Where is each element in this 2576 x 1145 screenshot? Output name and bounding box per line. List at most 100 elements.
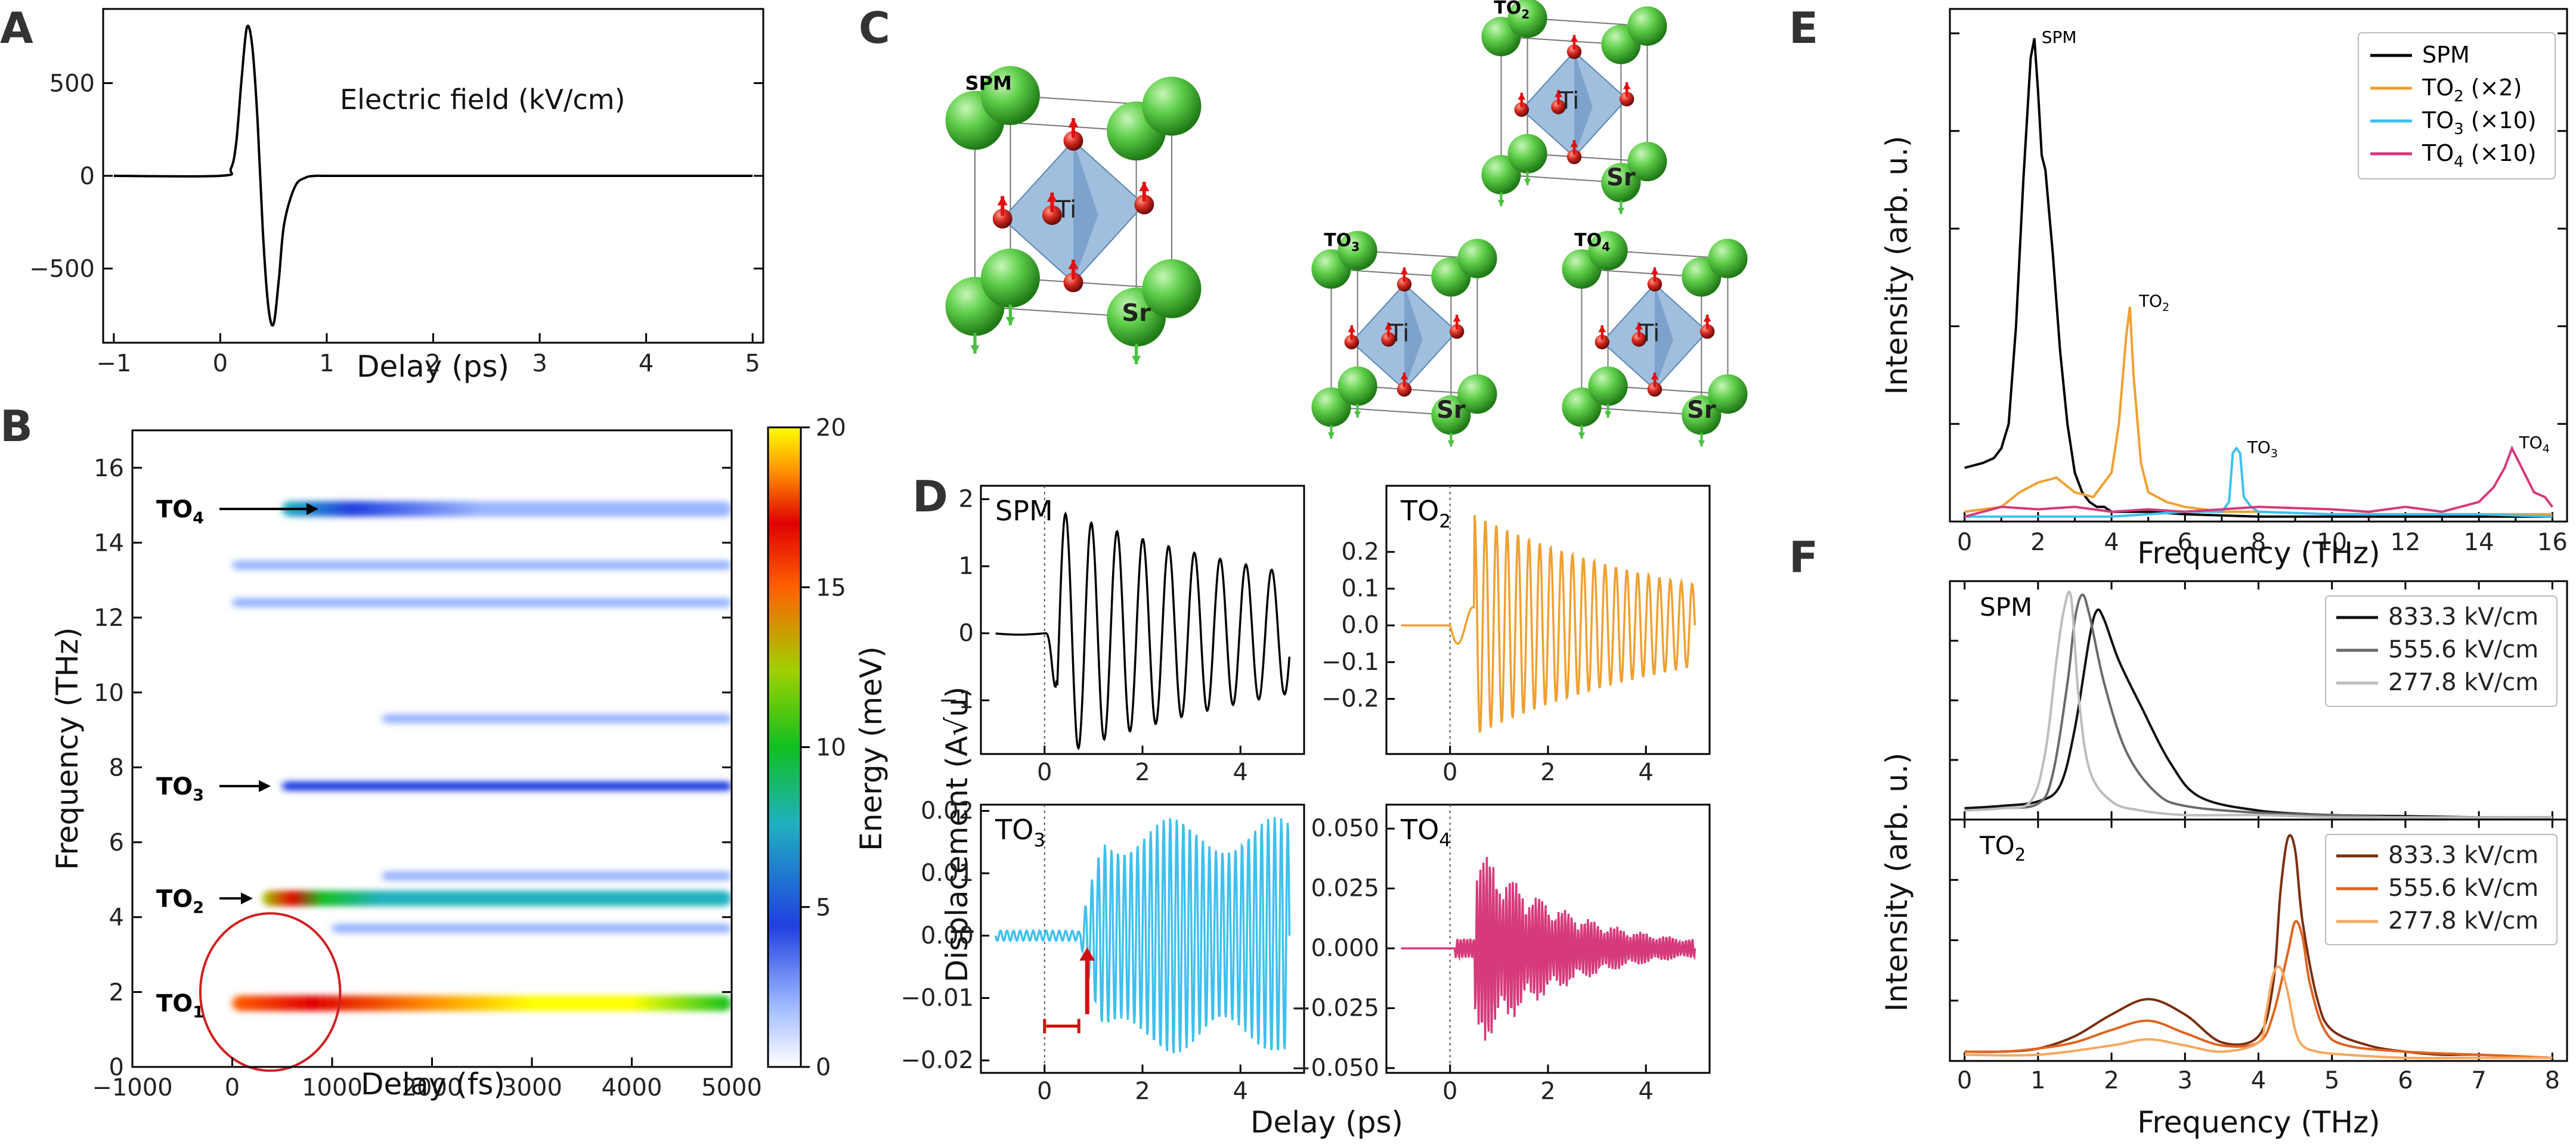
panel-d-subplot-2: 0 2 4 0.02 0.01 0.00 −0.01 −0.02 TO3 bbox=[900, 797, 1305, 1105]
panel-b-colorbar bbox=[767, 426, 802, 1068]
panel-letter-d: D bbox=[912, 471, 948, 522]
sr-displacement-arrow-head bbox=[1354, 411, 1361, 418]
panel-b-ytick-label: 10 bbox=[94, 679, 124, 707]
panel-f-subplot-title: SPM bbox=[1980, 592, 2032, 622]
o-atom bbox=[1551, 100, 1566, 114]
o-atom bbox=[1594, 334, 1610, 350]
panel-f-legend-label: 277.8 kV/cm bbox=[2388, 907, 2538, 935]
panel-e-peak-label: TO4 bbox=[2519, 433, 2550, 455]
sr-atom bbox=[1457, 374, 1497, 414]
panel-b-xtick-label: −1000 bbox=[92, 1074, 172, 1101]
panel-d-series-line bbox=[994, 817, 1291, 1054]
panel-d-xtick-label: 0 bbox=[1037, 759, 1052, 786]
o-atom bbox=[1063, 272, 1083, 293]
o-displacement-arrow-head bbox=[1570, 140, 1578, 147]
panel-a-ytick-label: 0 bbox=[80, 163, 95, 190]
panel-f-xtick-label: 2 bbox=[2104, 1067, 2119, 1094]
sr-atom bbox=[980, 249, 1040, 308]
panel-b-ytick-label: 14 bbox=[94, 529, 124, 557]
o-displacement-arrow-head bbox=[1651, 267, 1659, 275]
panel-b-band bbox=[232, 995, 732, 1011]
panel-b-band bbox=[232, 560, 732, 570]
panel-c-structures: Ti Sr SPM Ti Sr TO2 Ti Sr TO3 Ti Sr TO4 bbox=[945, 0, 1748, 447]
panel-b-mode-arrowhead bbox=[306, 502, 318, 515]
panel-e-series-line bbox=[1964, 306, 2553, 516]
panel-e-legend-label: TO2 (×2) bbox=[2422, 75, 2522, 105]
sr-displacement-arrow-head bbox=[1698, 440, 1705, 447]
panel-f-subplot-0: SPM 833.3 kV/cm 555.6 kV/cm 277.8 kV/cm bbox=[1949, 580, 2568, 821]
panel-e-peak-label: TO3 bbox=[2247, 437, 2278, 460]
o-atom bbox=[1449, 324, 1465, 339]
panel-d-ytick-label: 0.02 bbox=[921, 797, 974, 824]
panel-d-chart: Delay (ps) Displacement (A√u) 0 2 4 2 1 0 −1 SP… bbox=[900, 485, 1711, 1140]
panel-b-colorbar-tick-label: 0 bbox=[816, 1054, 831, 1081]
sr-atom bbox=[1601, 163, 1641, 203]
panel-a-annotation: Electric field (kV/cm) bbox=[340, 83, 626, 116]
panel-f-legend-label: 555.6 kV/cm bbox=[2388, 874, 2538, 902]
octahedron-shade bbox=[1073, 141, 1098, 283]
sr-displacement-arrow-head bbox=[1578, 432, 1586, 439]
sr-atom bbox=[1457, 238, 1497, 278]
sr-atom-label: Sr bbox=[1687, 396, 1716, 424]
o-displacement-arrow-head bbox=[1046, 192, 1057, 202]
panel-d-ytick-label: 0.00 bbox=[921, 922, 974, 949]
panel-f-legend-label: 833.3 kV/cm bbox=[2388, 842, 2538, 869]
o-atom bbox=[1063, 131, 1083, 151]
panel-e-legend-label: TO4 (×10) bbox=[2422, 140, 2537, 171]
panel-d-subplot-title: SPM bbox=[995, 495, 1053, 527]
panel-d-subplot-title: TO2 bbox=[1400, 495, 1451, 532]
panel-d-series-line bbox=[1401, 515, 1696, 733]
panel-d-ytick-label: 2 bbox=[959, 486, 974, 513]
panel-b-mode-label: TO4 bbox=[156, 496, 204, 527]
panel-f-subplot-1: 0 1 2 3 4 5 6 7 8 TO2 833.3 kV/cm 555.6 kV/cm 277.8 … bbox=[1949, 818, 2568, 1094]
sr-displacement-arrow-head bbox=[1005, 316, 1015, 325]
panel-e-xtick-label: 8 bbox=[2251, 529, 2266, 556]
panel-b-ytick-label: 0 bbox=[109, 1054, 124, 1081]
panel-d-xtick-label: 4 bbox=[1639, 1078, 1654, 1105]
octahedron-shade bbox=[1574, 51, 1593, 157]
panel-b-ytick-label: 12 bbox=[94, 604, 124, 632]
panel-e-series-line bbox=[1964, 446, 2553, 518]
panel-d-ytick-label: −0.1 bbox=[1321, 648, 1379, 676]
panel-b-colorbar-tick-label: 15 bbox=[816, 574, 846, 601]
panel-b-ytick-label: 2 bbox=[109, 979, 124, 1006]
panel-e-peak-label: TO2 bbox=[2138, 291, 2169, 314]
structure-label: SPM bbox=[965, 72, 1012, 94]
panel-b-mode-arrowhead bbox=[259, 780, 271, 792]
panel-f-xtick-label: 1 bbox=[2030, 1067, 2045, 1094]
panel-e-xtick-label: 10 bbox=[2317, 529, 2347, 556]
panel-b-xtick-label: 2000 bbox=[402, 1074, 463, 1101]
o-atom bbox=[1566, 44, 1582, 60]
o-displacement-arrow-head bbox=[1570, 35, 1578, 42]
panel-b-band bbox=[382, 713, 732, 724]
sr-displacement-arrow-head bbox=[1327, 432, 1335, 439]
sr-atom bbox=[1337, 231, 1377, 271]
panel-b-band bbox=[382, 871, 732, 881]
sr-atom-label: Sr bbox=[1606, 164, 1636, 191]
o-displacement-arrow-head bbox=[1453, 315, 1461, 322]
sr-atom bbox=[1682, 395, 1722, 435]
panel-b-band bbox=[232, 597, 732, 607]
sr-displacement-arrow-head bbox=[1604, 411, 1612, 418]
panel-letter-f: F bbox=[1789, 532, 1818, 582]
sr-atom bbox=[1562, 387, 1602, 427]
sr-atom bbox=[1708, 374, 1748, 414]
sr-atom bbox=[1311, 387, 1351, 427]
panel-a-xtick-label: 0 bbox=[213, 350, 228, 377]
panel-f-series-line bbox=[1964, 591, 2553, 819]
panel-d-ytick-label: 0.1 bbox=[1341, 575, 1379, 603]
panel-d-ytick-label: 0.050 bbox=[1311, 815, 1379, 842]
panel-a-xtick-label: 2 bbox=[426, 350, 441, 377]
panel-d-xtick-label: 2 bbox=[1540, 1078, 1555, 1105]
panel-f-legend-box bbox=[2325, 595, 2558, 707]
sr-displacement-arrow-head bbox=[1132, 356, 1141, 365]
sr-atom bbox=[1588, 231, 1628, 271]
panel-e-xtick-label: 16 bbox=[2537, 529, 2568, 556]
panel-e-xtick-label: 2 bbox=[2030, 529, 2045, 556]
o-displacement-arrow-head bbox=[1400, 373, 1408, 380]
panel-d-ytick-label: 1 bbox=[959, 553, 974, 580]
panel-f-xtick-label: 0 bbox=[1957, 1067, 1972, 1094]
panel-f-xtick-label: 8 bbox=[2545, 1067, 2560, 1094]
panel-b-band bbox=[332, 923, 732, 933]
